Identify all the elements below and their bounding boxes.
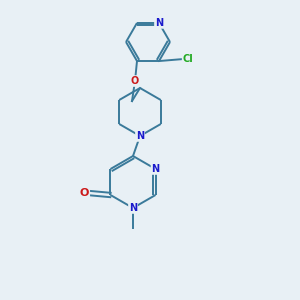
Text: N: N xyxy=(129,203,137,213)
Text: N: N xyxy=(136,131,144,141)
Text: O: O xyxy=(80,188,89,198)
Text: N: N xyxy=(152,164,160,174)
Text: O: O xyxy=(131,76,139,86)
Text: N: N xyxy=(155,18,163,28)
Text: Cl: Cl xyxy=(183,54,194,64)
